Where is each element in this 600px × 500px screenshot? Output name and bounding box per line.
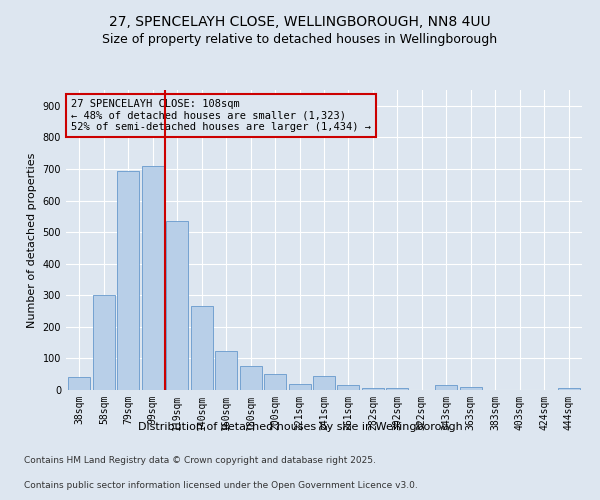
Bar (386, 388, 409, 390)
Text: Contains HM Land Registry data © Crown copyright and database right 2025.: Contains HM Land Registry data © Crown c… (24, 456, 376, 465)
Bar (264, 374, 286, 390)
Text: Contains public sector information licensed under the Open Government Licence v3: Contains public sector information licen… (24, 481, 418, 490)
Bar (362, 388, 384, 390)
Bar (460, 387, 482, 390)
Bar (142, 166, 164, 390)
Bar (166, 221, 188, 390)
Text: Size of property relative to detached houses in Wellingborough: Size of property relative to detached ho… (103, 32, 497, 46)
Bar (239, 366, 262, 390)
Bar (313, 376, 335, 390)
Y-axis label: Number of detached properties: Number of detached properties (27, 152, 37, 328)
Bar (118, 170, 139, 390)
Bar (191, 306, 213, 390)
Bar (93, 296, 115, 390)
Text: Distribution of detached houses by size in Wellingborough: Distribution of detached houses by size … (137, 422, 463, 432)
Text: 27 SPENCELAYH CLOSE: 108sqm
← 48% of detached houses are smaller (1,323)
52% of : 27 SPENCELAYH CLOSE: 108sqm ← 48% of det… (71, 99, 371, 132)
Bar (337, 386, 359, 390)
Bar (215, 350, 237, 390)
Bar (289, 384, 311, 390)
Bar (68, 376, 91, 390)
Text: 27, SPENCELAYH CLOSE, WELLINGBOROUGH, NN8 4UU: 27, SPENCELAYH CLOSE, WELLINGBOROUGH, NN… (109, 15, 491, 29)
Bar (557, 388, 580, 390)
Bar (435, 386, 457, 390)
